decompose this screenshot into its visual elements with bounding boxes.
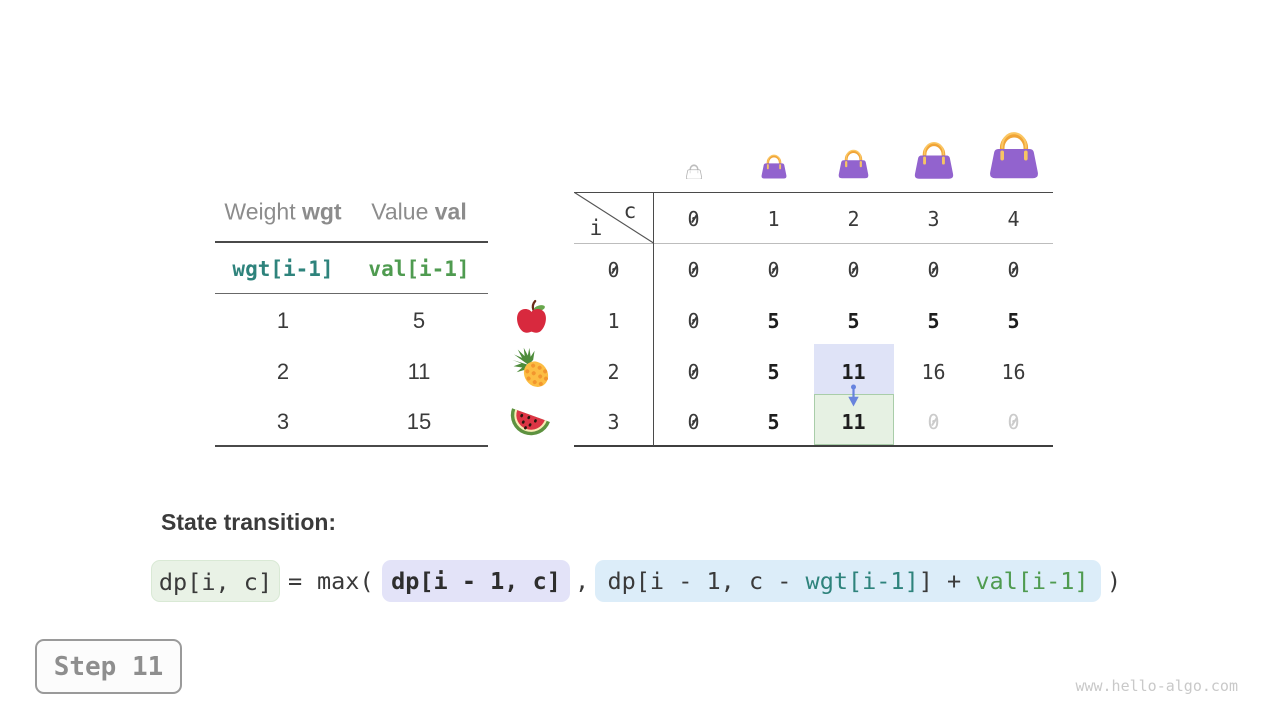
- dp-cell-2-4: 16: [1001, 359, 1026, 384]
- dp-table-header-rule: [574, 242, 1053, 244]
- item-value-3: 15: [406, 409, 432, 434]
- dp-col-header-1: 1: [767, 207, 780, 231]
- items-col-weight-header: Weight wgt: [224, 198, 342, 225]
- pineapple-icon: [506, 343, 554, 396]
- formula-lhs-box: dp[i, c]: [151, 560, 280, 602]
- dp-table-top-rule: [574, 191, 1053, 194]
- dp-table-vertical-rule: [652, 192, 655, 446]
- watermelon-icon: [509, 398, 553, 447]
- dp-cell-1-2: 5: [847, 309, 860, 334]
- bag-icon-capacity-4: [989, 131, 1039, 181]
- formula-close-paren: ): [1107, 567, 1122, 595]
- dp-row-header-0: 0: [607, 258, 619, 282]
- dp-corner-col-var: c: [623, 199, 637, 223]
- dp-transition-arrow: [848, 384, 859, 407]
- dp-cell-3-1: 5: [767, 410, 780, 435]
- item-value-1: 5: [412, 308, 426, 333]
- formula-equals: =: [288, 567, 303, 595]
- dp-cell-0-0: 0: [687, 258, 699, 282]
- items-col-value-header: Value val: [371, 198, 467, 225]
- items-code-wgt: wgt[i-1]: [232, 257, 334, 281]
- items-table-code-rule: [215, 292, 488, 295]
- dp-cell-0-2: 0: [847, 258, 859, 282]
- formula-term2-part-green: val[i-1]: [975, 567, 1089, 595]
- dp-cell-2-3: 16: [921, 359, 946, 384]
- dp-row-header-2: 2: [607, 359, 620, 384]
- formula-term2-part-dark: +: [932, 567, 976, 595]
- dp-cell-3-3: 0: [927, 410, 939, 434]
- apple-icon: [513, 299, 550, 341]
- dp-row-header-1: 1: [607, 309, 620, 334]
- formula-term2-part-teal: wgt[i-1]: [805, 567, 919, 595]
- item-value-2: 11: [407, 358, 431, 384]
- dp-cell-0-1: 0: [767, 258, 779, 282]
- dp-col-header-0: 0: [687, 207, 699, 231]
- bag-icon-capacity-3: [914, 141, 954, 181]
- step-indicator: Step 11: [35, 639, 182, 694]
- dp-cell-1-0: 0: [687, 309, 699, 333]
- dp-cell-0-3: 0: [927, 258, 939, 282]
- dp-col-header-2: 2: [847, 207, 860, 231]
- dp-cell-0-4: 0: [1007, 258, 1019, 282]
- formula-comma: ,: [575, 567, 590, 595]
- formula-term1-box: dp[i - 1, c]: [382, 560, 570, 602]
- dp-col-header-3: 3: [927, 207, 940, 231]
- dp-row-header-3: 3: [607, 410, 620, 435]
- item-weight-2: 2: [276, 358, 290, 384]
- items-table-bottom-rule: [215, 444, 488, 447]
- dp-corner-row-var: i: [589, 216, 603, 240]
- dp-table-bottom-rule: [574, 444, 1053, 447]
- dp-cell-2-1: 5: [767, 359, 780, 384]
- dp-cell-1-3: 5: [927, 309, 940, 334]
- bag-icon-capacity-1: [761, 154, 787, 180]
- formula-term2-box: dp[i - 1, c - wgt[i-1]] + val[i-1]: [595, 560, 1101, 602]
- dp-cell-3-4: 0: [1007, 410, 1019, 434]
- formula-term2-part-dark: dp[i - 1, c -: [607, 567, 806, 595]
- items-table-header-rule: [215, 240, 488, 243]
- dp-cell-1-1: 5: [767, 309, 780, 334]
- item-weight-1: 1: [276, 308, 290, 333]
- dp-cell-3-0: 0: [687, 410, 699, 434]
- items-code-val: val[i-1]: [368, 257, 470, 281]
- transition-heading: State transition:: [161, 509, 337, 535]
- formula-term2-part-dark: ]: [918, 567, 933, 595]
- item-weight-3: 3: [276, 409, 290, 434]
- bag-icon-capacity-2: [838, 149, 869, 180]
- dp-col-header-4: 4: [1007, 207, 1020, 231]
- step-label: Step 11: [53, 651, 164, 682]
- dp-cell-1-4: 5: [1007, 309, 1020, 334]
- dp-cell-3-2: 11: [841, 410, 866, 435]
- dp-cell-2-0: 0: [687, 360, 699, 384]
- dp-cell-2-2: 11: [841, 359, 866, 384]
- formula-max-open: max(: [317, 567, 374, 595]
- watermark-text: www.hello-algo.com: [1075, 677, 1238, 695]
- bag-icon-capacity-0: [685, 163, 702, 180]
- dp-corner-diagonal: [574, 192, 654, 244]
